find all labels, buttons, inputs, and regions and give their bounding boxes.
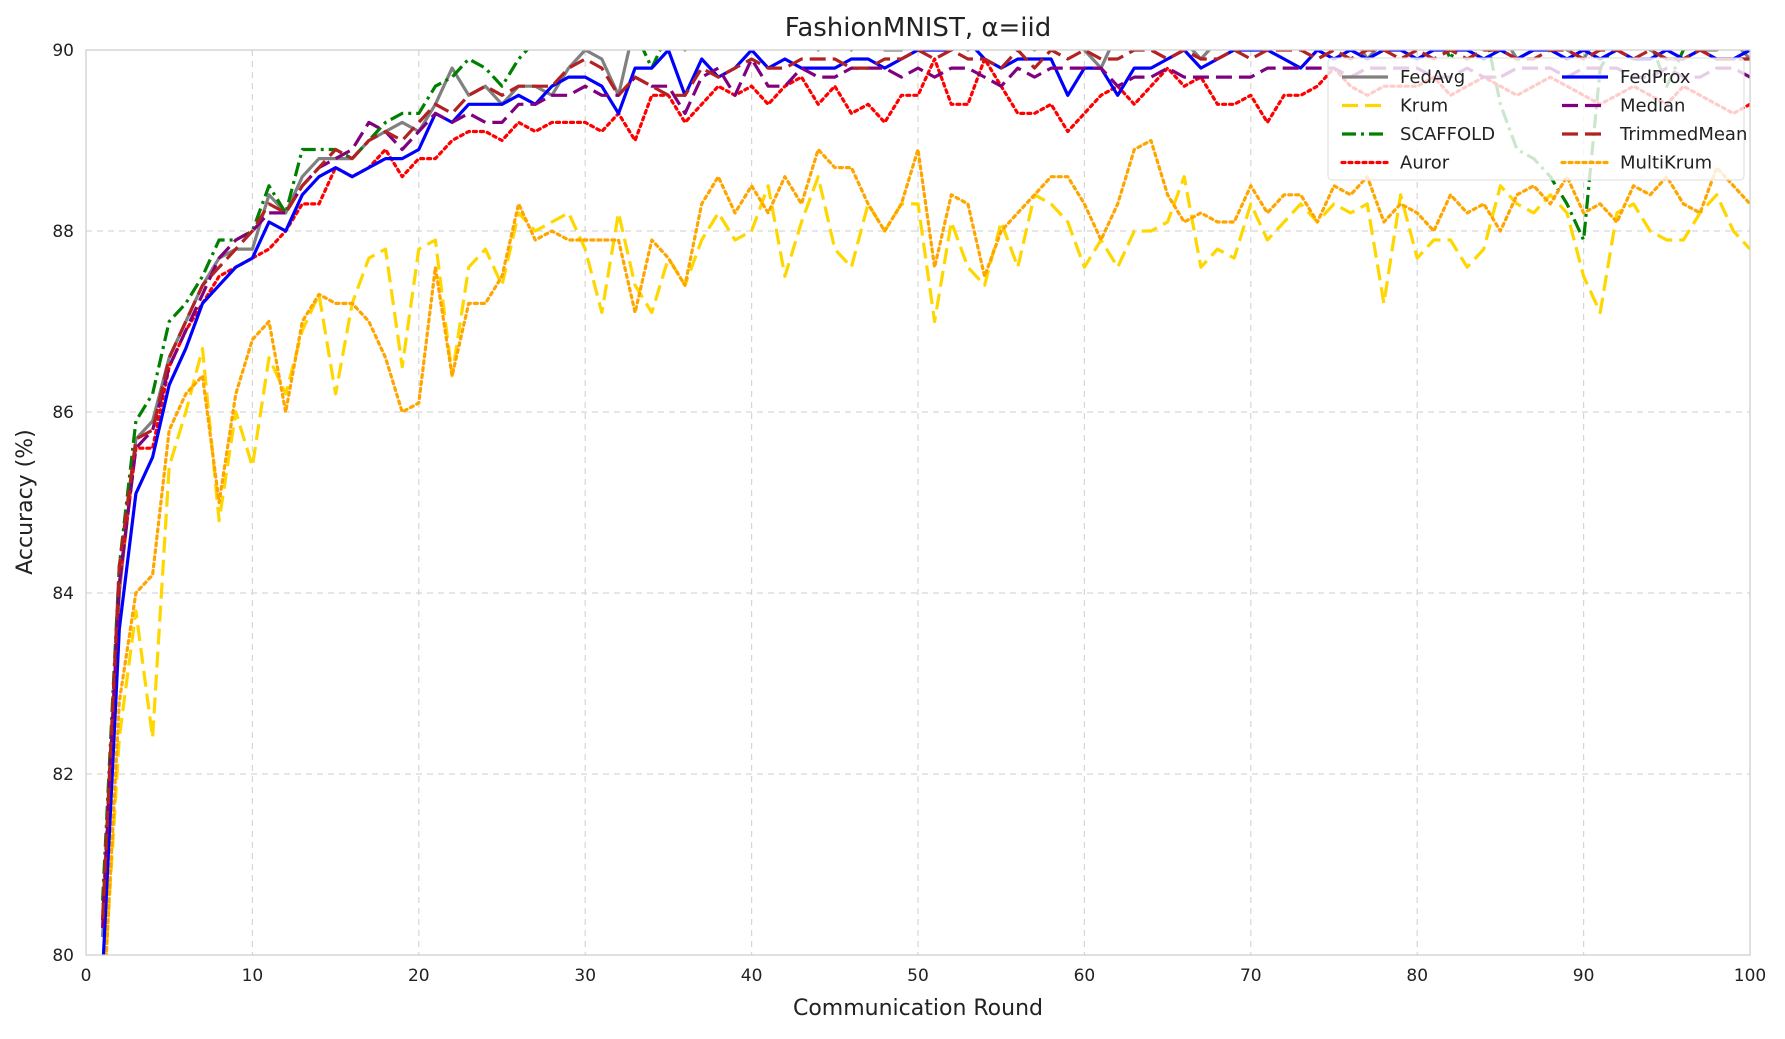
y-tick-label: 88 [52, 222, 74, 242]
legend-label-trimmedmean: TrimmedMean [1619, 124, 1747, 145]
legend-label-median: Median [1620, 96, 1685, 117]
x-tick-label: 60 [1074, 966, 1096, 986]
legend-label-multikrum: MultiKrum [1620, 153, 1712, 174]
x-tick-label: 0 [81, 966, 92, 986]
legend-label-auror: Auror [1400, 153, 1450, 174]
series-line-median [101, 57, 1750, 928]
y-axis-label: Accuracy (%) [13, 429, 38, 575]
grid-lines [86, 50, 1750, 955]
legend-box [1327, 57, 1745, 181]
plot-frame [85, 49, 1751, 956]
x-tick-label: 50 [907, 966, 929, 986]
series-lines [100, 50, 1750, 955]
y-tick-label: 84 [52, 584, 74, 604]
x-tick-label: 70 [1240, 966, 1262, 986]
series-line-trimmedmean [101, 50, 1750, 919]
x-tick-label: 20 [408, 966, 430, 986]
legend-label-scaffold: SCAFFOLD [1400, 124, 1495, 145]
legend: FedAvg FedProx Krum Median SCAFFOLD TrimmedMe… [1327, 57, 1747, 181]
legend-label-fedavg: FedAvg [1400, 67, 1465, 88]
x-tick-label: 10 [242, 966, 264, 986]
y-tick-label: 90 [52, 41, 74, 61]
series-line-multikrum [104, 138, 1750, 955]
axis-ticks: 0 10 20 30 40 50 60 70 80 90 100 80 82 84 86 88 90 [52, 41, 1766, 986]
y-tick-label: 86 [52, 403, 74, 423]
x-tick-label: 90 [1573, 966, 1595, 986]
y-tick-label: 82 [52, 765, 74, 785]
chart-title: FashionMNIST, α=iid [785, 13, 1051, 43]
y-tick-label: 80 [52, 946, 74, 966]
legend-label-krum: Krum [1400, 96, 1448, 117]
x-tick-label: 30 [574, 966, 596, 986]
x-tick-label: 40 [741, 966, 763, 986]
series-line-scaffold [101, 50, 1719, 901]
series-line-krum [104, 175, 1750, 955]
legend-label-fedprox: FedProx [1620, 67, 1691, 88]
x-tick-label: 100 [1734, 966, 1766, 986]
x-axis-label: Communication Round [793, 996, 1043, 1021]
x-tick-label: 80 [1406, 966, 1428, 986]
